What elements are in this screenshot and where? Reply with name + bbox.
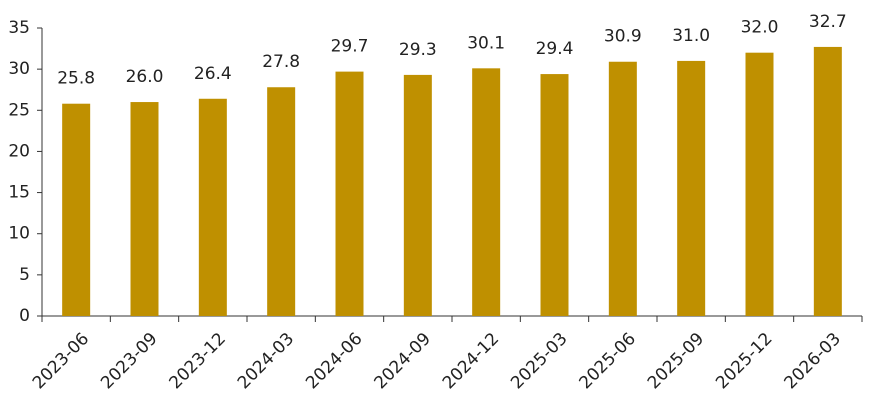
x-tick-label: 2026-03 <box>781 329 845 393</box>
x-tick-label: 2023-12 <box>166 329 230 393</box>
data-label: 26.4 <box>194 64 232 84</box>
bar <box>62 103 91 317</box>
y-tick-label: 20 <box>8 141 30 161</box>
bar <box>198 98 227 316</box>
x-tick-label: 2024-12 <box>439 329 503 393</box>
y-tick-label: 30 <box>8 59 30 79</box>
data-label: 30.9 <box>604 27 642 47</box>
x-tick-label: 2024-06 <box>302 329 366 393</box>
y-tick-label: 5 <box>19 265 30 285</box>
x-tick-label: 2024-03 <box>234 329 298 393</box>
y-tick-label: 10 <box>8 224 30 244</box>
data-label: 26.0 <box>126 67 164 87</box>
data-label: 29.3 <box>399 40 437 60</box>
y-tick-label: 35 <box>8 18 30 38</box>
bar <box>267 87 296 316</box>
data-label: 32.0 <box>741 18 779 38</box>
x-tick-label: 2025-12 <box>712 329 776 393</box>
bar <box>472 68 501 316</box>
bar <box>540 74 569 316</box>
data-label: 32.7 <box>809 12 847 32</box>
data-label: 27.8 <box>262 52 300 72</box>
bar <box>813 46 842 316</box>
x-tick-label: 2024-09 <box>371 329 435 393</box>
bar <box>608 61 637 316</box>
x-tick-label: 2025-03 <box>507 329 571 393</box>
data-label: 31.0 <box>672 26 710 46</box>
x-tick-label: 2025-06 <box>576 329 640 393</box>
bar <box>130 102 159 316</box>
y-tick-label: 0 <box>19 306 30 326</box>
x-tick-label: 2023-09 <box>97 329 161 393</box>
data-label: 30.1 <box>467 33 505 53</box>
bar <box>745 52 774 316</box>
bar <box>335 71 364 317</box>
y-tick-label: 25 <box>8 100 30 120</box>
data-label: 25.8 <box>57 69 95 89</box>
data-label: 29.7 <box>331 37 369 57</box>
x-tick-label: 2025-09 <box>644 329 708 393</box>
data-label: 29.4 <box>536 39 574 59</box>
y-tick-label: 15 <box>8 183 30 203</box>
bar <box>403 74 432 316</box>
bar <box>677 60 706 316</box>
x-tick-label: 2023-06 <box>29 329 93 393</box>
